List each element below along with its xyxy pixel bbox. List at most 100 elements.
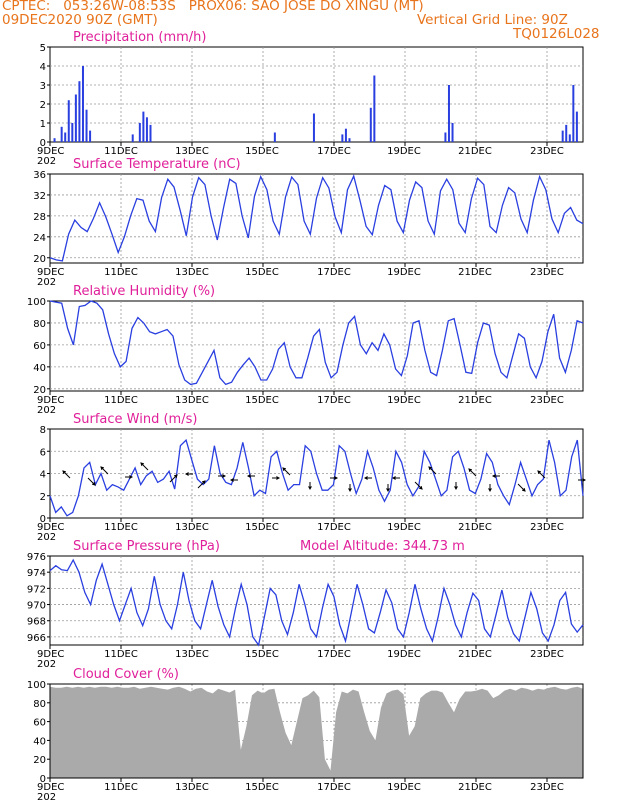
wind-arrow-head (222, 474, 227, 478)
x-tick-label: 11DEC (104, 267, 138, 278)
precip-bar (149, 124, 152, 142)
x-tick-label: 9DEC (37, 146, 64, 157)
panel-title: Surface Pressure (hPa) (73, 539, 220, 554)
x-tick-label: 19DEC (387, 395, 421, 406)
wind-arrow-head (348, 488, 352, 493)
y-tick-label: 60 (33, 718, 46, 729)
precip-bar (561, 130, 564, 142)
panel-title: Surface Temperature (nC) (73, 157, 241, 172)
precip-bar (89, 130, 92, 142)
x-tick-label: 13DEC (175, 395, 209, 406)
y-tick-label: 0 (40, 774, 46, 785)
panel-frame (49, 300, 584, 392)
wind-arrow-head (308, 486, 312, 491)
wind-arrow-head (100, 466, 105, 471)
wind-arrow-head (521, 487, 526, 492)
precip-bar (138, 123, 141, 142)
header-line2-left: 09DEC2020 90Z (GMT) (2, 12, 158, 28)
panel-title: Surface Wind (m/s) (73, 412, 197, 427)
y-tick-label: 3 (40, 81, 46, 92)
precip-bar (67, 100, 70, 142)
x-tick-label: 11DEC (104, 649, 138, 660)
wind-arrow-head (391, 476, 396, 480)
y-tick-label: 4 (40, 470, 46, 481)
wind-arrow-head (282, 467, 287, 472)
x-year-label: 202 (37, 156, 56, 167)
x-tick-label: 21DEC (458, 267, 492, 278)
precip-bar (145, 117, 148, 142)
x-tick-label: 13DEC (175, 146, 209, 157)
y-tick-label: 100 (27, 297, 46, 308)
y-tick-label: 20 (33, 385, 46, 396)
wind-arrow (428, 466, 437, 475)
precip-bar (71, 123, 74, 142)
wind-arrow-head (246, 474, 251, 478)
wind-arrow-head (468, 468, 473, 473)
x-tick-label: 23DEC (530, 267, 564, 278)
x-tick-label: 15DEC (245, 146, 279, 157)
wind-arrow (140, 462, 149, 471)
y-tick-label: 0 (40, 138, 46, 149)
x-year-label: 202 (37, 532, 56, 543)
x-tick-label: 11DEC (104, 522, 138, 533)
y-tick-label: 40 (33, 363, 46, 374)
x-tick-label: 17DEC (317, 649, 351, 660)
y-tick-label: 2 (40, 492, 46, 503)
precip-bar (60, 126, 63, 142)
wind-arrow (468, 468, 477, 477)
wind-arrow-head (201, 480, 206, 485)
x-year-label: 202 (37, 792, 56, 800)
x-tick-label: 21DEC (458, 649, 492, 660)
panel-frame-top (49, 683, 584, 779)
y-tick-label: 2 (40, 100, 46, 111)
precip-bar (81, 66, 84, 142)
x-tick-label: 15DEC (245, 782, 279, 793)
x-tick-label: 13DEC (175, 782, 209, 793)
cloud-area (50, 686, 583, 778)
x-tick-label: 17DEC (317, 395, 351, 406)
x-tick-label: 17DEC (317, 146, 351, 157)
y-tick-label: 1 (40, 119, 46, 130)
panel-title: Cloud Cover (%) (73, 667, 179, 682)
wind-arrow-head (491, 474, 496, 478)
wind-arrow-head (62, 470, 67, 475)
x-tick-label: 9DEC (37, 267, 64, 278)
x-tick-label: 23DEC (530, 782, 564, 793)
x-year-label: 202 (37, 277, 56, 288)
panel-title: Precipitation (mm/h) (73, 30, 206, 45)
y-tick-label: 970 (27, 601, 46, 612)
precip-bar (142, 111, 145, 142)
wind-arrow-head (334, 476, 339, 480)
wind-arrow-head (276, 476, 281, 480)
precip-bar (312, 113, 315, 142)
x-year-label: 202 (37, 659, 56, 670)
series-line (49, 438, 584, 517)
precip-bar (447, 85, 450, 142)
wind-arrow-head (363, 476, 368, 480)
wind-arrow (169, 474, 178, 483)
x-tick-label: 11DEC (104, 395, 138, 406)
y-tick-label: 976 (27, 552, 46, 563)
precip-bar (131, 134, 134, 142)
wind-arrow-head (428, 466, 433, 471)
series-line (49, 300, 584, 386)
wind-arrow (87, 477, 96, 486)
y-tick-label: 966 (27, 633, 46, 644)
x-tick-label: 21DEC (458, 522, 492, 533)
x-tick-label: 17DEC (317, 782, 351, 793)
x-tick-label: 13DEC (175, 649, 209, 660)
x-tick-label: 19DEC (387, 782, 421, 793)
wind-arrow (282, 467, 291, 476)
y-tick-label: 20 (33, 755, 46, 766)
x-tick-label: 11DEC (104, 782, 138, 793)
x-tick-label: 19DEC (387, 649, 421, 660)
x-tick-label: 23DEC (530, 649, 564, 660)
x-tick-label: 15DEC (245, 522, 279, 533)
y-tick-label: 40 (33, 736, 46, 747)
y-tick-label: 4 (40, 62, 46, 73)
x-tick-label: 13DEC (175, 267, 209, 278)
x-tick-label: 9DEC (37, 649, 64, 660)
x-tick-label: 13DEC (175, 522, 209, 533)
y-tick-label: 6 (40, 447, 46, 458)
x-tick-label: 17DEC (317, 522, 351, 533)
